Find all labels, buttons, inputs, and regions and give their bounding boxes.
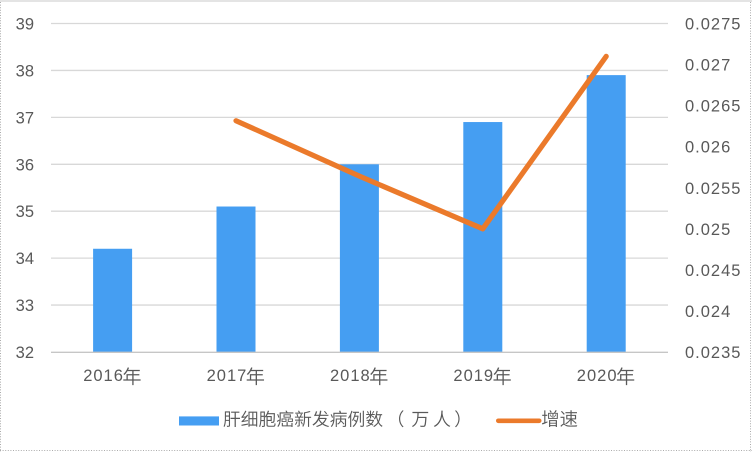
svg-text:0.025: 0.025 [685,221,731,239]
svg-text:38: 38 [16,62,34,80]
svg-text:0.0275: 0.0275 [685,16,741,34]
svg-text:34: 34 [16,250,34,268]
svg-text:33: 33 [16,297,34,315]
svg-text:0.0265: 0.0265 [685,98,741,116]
svg-text:2017: 2017 [207,367,248,385]
svg-text:32: 32 [16,344,34,362]
svg-text:36: 36 [16,156,34,174]
svg-text:2019: 2019 [453,367,494,385]
svg-text:0.027: 0.027 [685,57,731,75]
svg-text:0.0255: 0.0255 [685,180,741,198]
svg-text:39: 39 [16,16,34,34]
svg-text:0.0245: 0.0245 [685,262,741,280]
svg-text:2020: 2020 [577,367,618,385]
svg-text:37: 37 [16,109,34,127]
svg-text:0.0235: 0.0235 [685,344,741,362]
svg-text:0.026: 0.026 [685,139,731,157]
svg-text:2016: 2016 [83,367,124,385]
svg-text:2018: 2018 [330,367,371,385]
svg-text:0.024: 0.024 [685,303,731,321]
svg-text:35: 35 [16,203,34,221]
